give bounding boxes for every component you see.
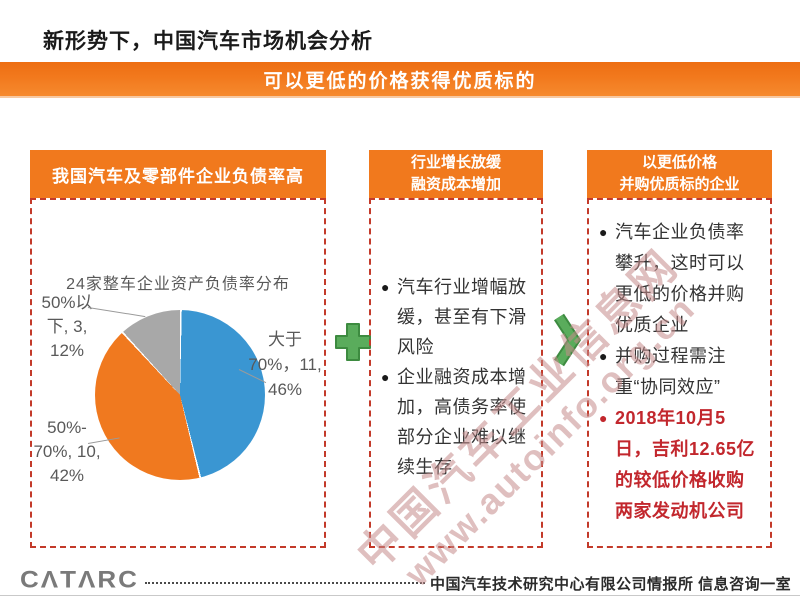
right-column-header: 以更低价格 并购优质标的企业 [587, 150, 772, 198]
footer-bottom-line [0, 595, 800, 596]
footer-dotted-divider [145, 582, 425, 584]
bullet-dot: ● [381, 369, 390, 385]
bullet-dot: ● [381, 279, 390, 295]
left-column-box [30, 198, 326, 548]
middle-column-header-line1: 行业增长放缓 [410, 153, 501, 171]
middle-column-header: 行业增长放缓 融资成本增加 [369, 150, 543, 198]
middle-bullet-list: ● 汽车行业增幅放缓，甚至有下滑风险 ● 企业融资成本增加，高债务率使部分企业难… [381, 272, 535, 482]
pie-chart-title: 24家整车企业资产负债率分布 [66, 276, 290, 293]
list-item: ● 汽车行业增幅放缓，甚至有下滑风险 [381, 272, 535, 362]
middle-column-box [369, 198, 543, 548]
pie-label-under50: 50%以 下, 3, 12% [41, 293, 93, 360]
right-column-header-line2: 并购优质标的企业 [619, 176, 740, 193]
subtitle-banner-text: 可以更低的价格获得优质标的 [263, 70, 537, 92]
left-column-header: 我国汽车及零部件企业负债率高 [30, 150, 326, 198]
list-item: ● 企业融资成本增加，高债务率使部分企业难以继续生存 [381, 362, 535, 482]
right-column-header-line1: 以更低价格 [641, 153, 717, 171]
subtitle-banner: 可以更低的价格获得优质标的 [0, 62, 800, 98]
pie-label-50to70: 50%- 70%, 10, 42% [33, 418, 101, 485]
bullet-dot: ● [599, 410, 608, 426]
right-column-box [587, 198, 772, 548]
chevron-right-icon [552, 312, 582, 373]
list-item: ● 汽车企业负债率攀升，这时可以更低的价格并购优质企业 [599, 217, 769, 341]
footer-org-text: 中国汽车技术研究中心有限公司情报所 信息咨询一室 [430, 576, 792, 593]
catarc-logo: CΛTΛRC [20, 565, 139, 593]
left-column-header-text: 我国汽车及零部件企业负债率高 [52, 166, 304, 186]
middle-column-header-line2: 融资成本增加 [410, 176, 501, 193]
list-item-highlight: ● 2018年10月5日，吉利12.65亿的较低价格收购两家发动机公司 [599, 403, 769, 527]
pie-label-over70: 大于 70%，11, 46% [248, 330, 322, 399]
bullet-dot: ● [599, 348, 608, 364]
bullet-dot: ● [599, 224, 608, 240]
right-bullet-list: ● 汽车企业负债率攀升，这时可以更低的价格并购优质企业 ● 并购过程需注重“协同… [599, 217, 769, 527]
plus-icon [333, 321, 373, 368]
list-item: ● 并购过程需注重“协同效应” [599, 341, 769, 403]
pie-chart [95, 310, 265, 480]
page-title: 新形势下，中国汽车市场机会分析 [43, 30, 373, 53]
